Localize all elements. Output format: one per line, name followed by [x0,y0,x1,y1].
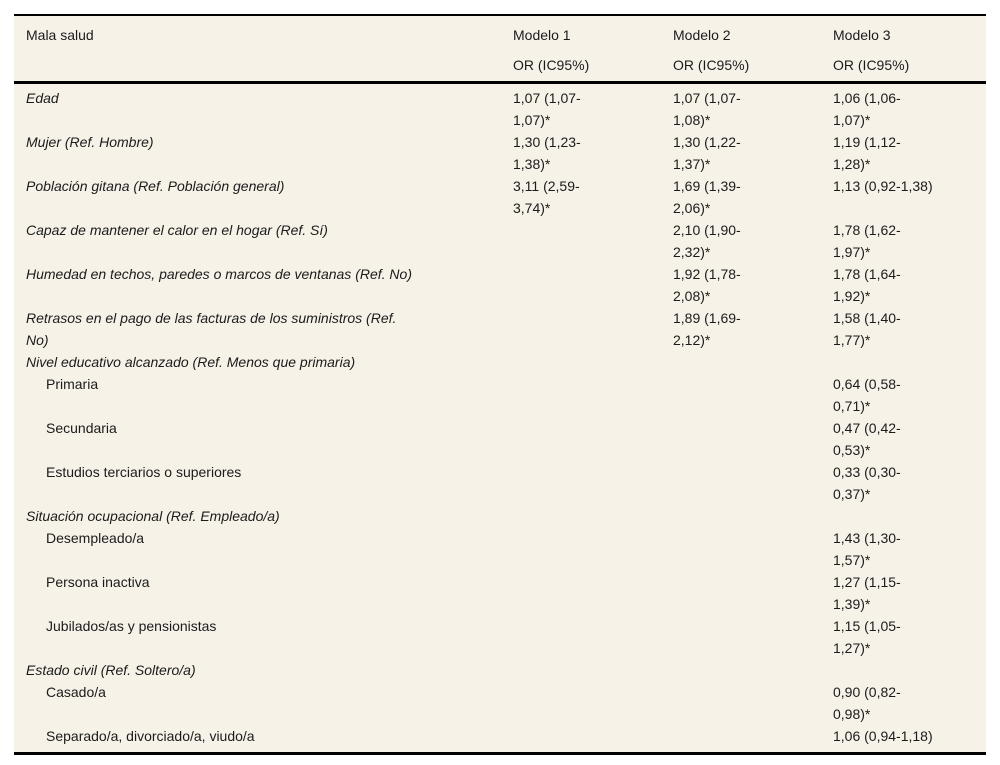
or-value-model-2 [673,505,833,527]
or-value-model-2: 1,89 (1,69- 2,12)* [673,310,741,348]
or-value-model-1 [513,505,673,527]
or-value-model-1 [513,263,673,307]
or-value-model-1 [513,351,673,373]
table-row: Población gitana (Ref. Población general… [14,175,986,219]
table-row: Edad 1,07 (1,07- 1,07)* 1,07 (1,07- 1,08)*… [14,83,986,132]
row-label: Retrasos en el pago de las facturas de l… [26,310,397,348]
or-value-model-2 [673,571,833,615]
or-value-model-3: 1,06 (0,94-1,18) [833,728,933,744]
model-2-name: Modelo 2 [673,27,731,43]
header-model-2: Modelo 2 OR (IC95%) [673,15,833,84]
or-value-model-2 [673,417,833,461]
header-row: Mala salud Modelo 1 OR (IC95%) Modelo 2 … [14,15,986,84]
or-value-model-2: 2,10 (1,90- 2,32)* [673,222,741,260]
or-value-model-3 [833,659,986,681]
model-3-or-label: OR (IC95%) [833,57,910,73]
row-label: Situación ocupacional (Ref. Empleado/a) [26,508,280,524]
or-value-model-2 [673,725,833,754]
header-model-1: Modelo 1 OR (IC95%) [513,15,673,84]
or-value-model-1 [513,615,673,659]
or-value-model-3: 0,90 (0,82- 0,98)* [833,684,901,722]
or-value-model-1 [513,417,673,461]
row-label: Secundaria [46,420,117,436]
model-1-name: Modelo 1 [513,27,571,43]
table-row: Estudios terciarios o superiores 0,33 (0,… [14,461,986,505]
table-row: Primaria 0,64 (0,58- 0,71)* [14,373,986,417]
or-value-model-2 [673,615,833,659]
or-value-model-2 [673,681,833,725]
table-row: Desempleado/a 1,43 (1,30- 1,57)* [14,527,986,571]
or-value-model-1 [513,461,673,505]
or-value-model-2: 1,07 (1,07- 1,08)* [673,90,741,128]
or-value-model-3: 0,33 (0,30- 0,37)* [833,464,901,502]
table-row: Persona inactiva 1,27 (1,15- 1,39)* [14,571,986,615]
or-value-model-3: 0,47 (0,42- 0,53)* [833,420,901,458]
row-label: Persona inactiva [46,574,150,590]
table-row: Retrasos en el pago de las facturas de l… [14,307,986,351]
header-outcome-label: Mala salud [14,15,513,84]
header-model-3: Modelo 3 OR (IC95%) [833,15,986,84]
or-value-model-3 [833,351,986,373]
or-value-model-3: 1,19 (1,12- 1,28)* [833,134,901,172]
or-value-model-2: 1,92 (1,78- 2,08)* [673,266,741,304]
row-label: Desempleado/a [46,530,145,546]
row-label: Humedad en techos, paredes o marcos de v… [26,266,412,282]
row-label: Edad [26,90,59,106]
row-label: Estado civil (Ref. Soltero/a) [26,662,196,678]
row-label: Separado/a, divorciado/a, viudo/a [46,728,255,744]
row-label: Estudios terciarios o superiores [46,464,242,480]
or-value-model-3: 1,78 (1,62- 1,97)* [833,222,901,260]
or-value-model-1: 3,11 (2,59- 3,74)* [513,178,580,216]
table-header: Mala salud Modelo 1 OR (IC95%) Modelo 2 … [14,15,986,84]
row-label: Nivel educativo alcanzado (Ref. Menos qu… [26,354,356,370]
or-value-model-1 [513,373,673,417]
or-value-model-2: 1,30 (1,22- 1,37)* [673,134,741,172]
or-value-model-1: 1,30 (1,23- 1,38)* [513,134,581,172]
row-label: Mujer (Ref. Hombre) [26,134,154,150]
or-value-model-2: 1,69 (1,39- 2,06)* [673,178,741,216]
or-value-model-3: 1,13 (0,92-1,38) [833,178,933,194]
table-row: Mujer (Ref. Hombre) 1,30 (1,23- 1,38)* 1,3… [14,131,986,175]
table-row: Estado civil (Ref. Soltero/a) [14,659,986,681]
row-label: Jubilados/as y pensionistas [46,618,217,634]
or-value-model-2 [673,461,833,505]
or-value-model-3: 1,15 (1,05- 1,27)* [833,618,901,656]
table-row: Capaz de mantener el calor en el hogar (… [14,219,986,263]
row-label: Población gitana (Ref. Población general… [26,178,285,194]
or-value-model-2 [673,373,833,417]
or-value-model-1 [513,725,673,754]
row-label: Primaria [46,376,99,392]
or-value-model-3: 1,58 (1,40- 1,77)* [833,310,901,348]
or-value-model-1 [513,659,673,681]
table-row: Jubilados/as y pensionistas 1,15 (1,05- 1… [14,615,986,659]
results-table: Mala salud Modelo 1 OR (IC95%) Modelo 2 … [14,14,986,755]
or-value-model-1 [513,681,673,725]
or-value-model-1 [513,219,673,263]
or-value-model-3: 1,43 (1,30- 1,57)* [833,530,901,568]
or-value-model-3 [833,505,986,527]
table-row: Nivel educativo alcanzado (Ref. Menos qu… [14,351,986,373]
or-value-model-1 [513,571,673,615]
model-1-or-label: OR (IC95%) [513,57,590,73]
or-value-model-3: 1,06 (1,06- 1,07)* [833,90,901,128]
or-value-model-1: 1,07 (1,07- 1,07)* [513,90,581,128]
table-row: Separado/a, divorciado/a, viudo/a 1,06 (0… [14,725,986,754]
table-row: Situación ocupacional (Ref. Empleado/a) [14,505,986,527]
model-2-or-label: OR (IC95%) [673,57,750,73]
or-value-model-3: 1,27 (1,15- 1,39)* [833,574,901,612]
table-row: Humedad en techos, paredes o marcos de v… [14,263,986,307]
or-value-model-3: 1,78 (1,64- 1,92)* [833,266,901,304]
or-value-model-2 [673,659,833,681]
table-row: Casado/a 0,90 (0,82- 0,98)* [14,681,986,725]
or-value-model-2 [673,351,833,373]
or-value-model-1 [513,527,673,571]
row-label: Capaz de mantener el calor en el hogar (… [26,222,328,238]
table-row: Secundaria 0,47 (0,42- 0,53)* [14,417,986,461]
row-label: Casado/a [46,684,106,700]
or-value-model-2 [673,527,833,571]
or-value-model-1 [513,307,673,351]
or-value-model-3: 0,64 (0,58- 0,71)* [833,376,901,414]
model-3-name: Modelo 3 [833,27,891,43]
table-body: Edad 1,07 (1,07- 1,07)* 1,07 (1,07- 1,08)*… [14,83,986,754]
